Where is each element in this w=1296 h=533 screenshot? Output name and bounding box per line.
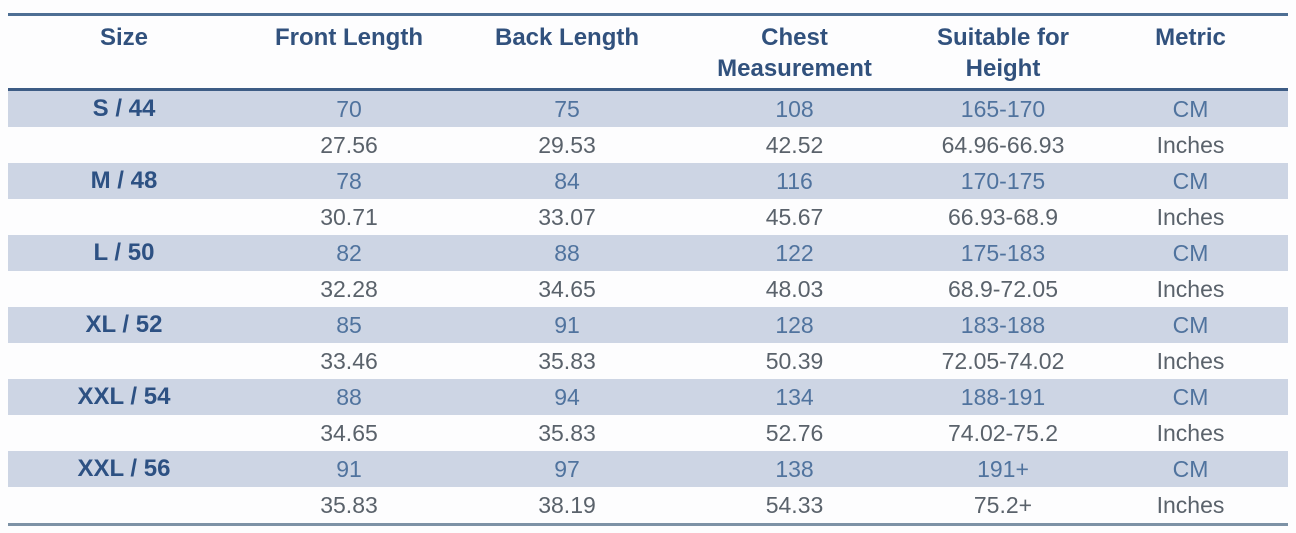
cell-height: 75.2+ [973,492,1033,518]
cell-chest: 48.03 [765,276,824,302]
cell-back: 35.83 [538,420,596,446]
cell-chest: 50.39 [765,348,824,374]
cell-back: 34.65 [538,276,596,302]
cell-front: 82 [336,240,362,266]
cell-size: XXL / 54 [77,383,171,410]
table-row: XXL / 54 88 94 134 188-191 CM [8,379,1288,415]
cell-metric: CM [1172,96,1209,122]
cell-chest: 52.76 [765,420,824,446]
col-header-chest-measurement: Chest Measurement [676,14,913,91]
cell-size [8,127,240,163]
cell-height: 170-175 [960,168,1046,194]
cell-size [8,199,240,235]
cell-metric: CM [1172,384,1209,410]
cell-height: 72.05-74.02 [941,348,1065,374]
table-row: 27.56 29.53 42.52 64.96-66.93 Inches [8,127,1288,163]
cell-chest: 45.67 [765,204,824,230]
cell-chest: 116 [776,168,813,194]
cell-back: 38.19 [538,492,596,518]
cell-chest: 138 [775,456,814,482]
cell-metric: Inches [1156,276,1225,302]
cell-metric: CM [1172,168,1209,194]
cell-chest: 134 [775,384,814,410]
cell-back: 97 [554,456,580,482]
cell-front: 91 [336,456,362,482]
cell-size [8,487,240,525]
cell-metric: Inches [1156,132,1225,158]
cell-back: 94 [554,384,580,410]
cell-back: 29.53 [538,132,596,158]
cell-front: 88 [336,384,362,410]
cell-front: 34.65 [320,420,378,446]
cell-metric: CM [1172,456,1209,482]
table-row: S / 44 70 75 108 165-170 CM [8,89,1288,127]
cell-back: 33.07 [538,204,596,230]
cell-front: 32.28 [320,276,378,302]
cell-front: 30.71 [320,204,378,230]
cell-chest: 122 [775,240,814,266]
col-header-back-length: Back Length [458,14,676,91]
cell-height: 191+ [977,456,1029,482]
cell-chest: 42.52 [765,132,824,158]
cell-front: 70 [336,96,362,122]
cell-height: 68.9-72.05 [948,276,1058,302]
cell-metric: CM [1172,312,1209,338]
cell-front: 35.83 [320,492,378,518]
table-row: 32.28 34.65 48.03 68.9-72.05 Inches [8,271,1288,307]
cell-metric: CM [1172,240,1209,266]
cell-front: 33.46 [320,348,378,374]
cell-metric: Inches [1156,204,1225,230]
cell-size: XXL / 56 [77,455,171,482]
col-header-suitable-for-height: Suitable for Height [913,14,1093,91]
cell-chest: 128 [775,312,814,338]
cell-size: XL / 52 [85,311,163,338]
col-header-metric: Metric [1093,14,1288,91]
cell-metric: Inches [1156,348,1225,374]
cell-height: 183-188 [960,312,1046,338]
cell-front: 78 [336,168,362,194]
cell-size: L / 50 [93,239,155,266]
cell-height: 64.96-66.93 [941,132,1065,158]
table-row: M / 48 78 84 116 170-175 CM [8,163,1288,199]
cell-back: 88 [554,240,580,266]
cell-height: 165-170 [960,96,1046,122]
cell-back: 91 [554,312,580,338]
cell-size: M / 48 [90,167,158,194]
cell-size [8,343,240,379]
table-row: 34.65 35.83 52.76 74.02-75.2 Inches [8,415,1288,451]
cell-size: S / 44 [92,95,156,122]
cell-size [8,415,240,451]
table-row: XL / 52 85 91 128 183-188 CM [8,307,1288,343]
cell-front: 27.56 [320,132,378,158]
cell-back: 84 [554,168,580,194]
cell-height: 188-191 [960,384,1046,410]
cell-chest: 54.33 [765,492,824,518]
table-row: 30.71 33.07 45.67 66.93-68.9 Inches [8,199,1288,235]
cell-back: 75 [554,96,580,122]
cell-chest: 108 [775,96,814,122]
cell-height: 175-183 [960,240,1046,266]
cell-metric: Inches [1156,492,1225,518]
col-header-front-length: Front Length [240,14,458,91]
cell-back: 35.83 [538,348,596,374]
cell-height: 66.93-68.9 [948,204,1058,230]
header-row: Size Front Length Back Length Chest Meas… [8,14,1288,91]
size-chart-table: Size Front Length Back Length Chest Meas… [8,13,1288,526]
table-row: 35.83 38.19 54.33 75.2+ Inches [8,487,1288,525]
cell-height: 74.02-75.2 [948,420,1058,446]
col-header-size: Size [8,14,240,91]
table-row: XXL / 56 91 97 138 191+ CM [8,451,1288,487]
table-row: L / 50 82 88 122 175-183 CM [8,235,1288,271]
cell-size [8,271,240,307]
table-header: Size Front Length Back Length Chest Meas… [8,14,1288,91]
cell-front: 85 [336,312,362,338]
size-table-body: S / 44 70 75 108 165-170 CM 27.56 29.53 42.52 64.… [8,89,1288,525]
table-row: 33.46 35.83 50.39 72.05-74.02 Inches [8,343,1288,379]
cell-metric: Inches [1156,420,1225,446]
